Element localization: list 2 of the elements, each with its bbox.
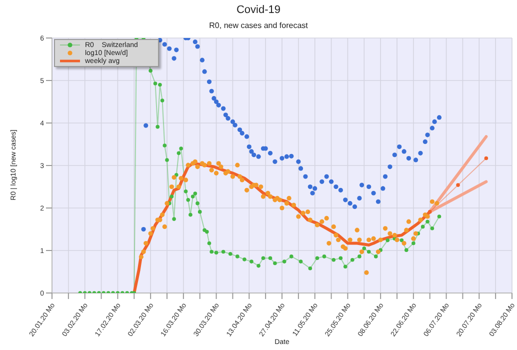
chart-subtitle: R0, new cases and forecast bbox=[208, 21, 309, 30]
chart-title: Covid-19 bbox=[235, 4, 282, 16]
